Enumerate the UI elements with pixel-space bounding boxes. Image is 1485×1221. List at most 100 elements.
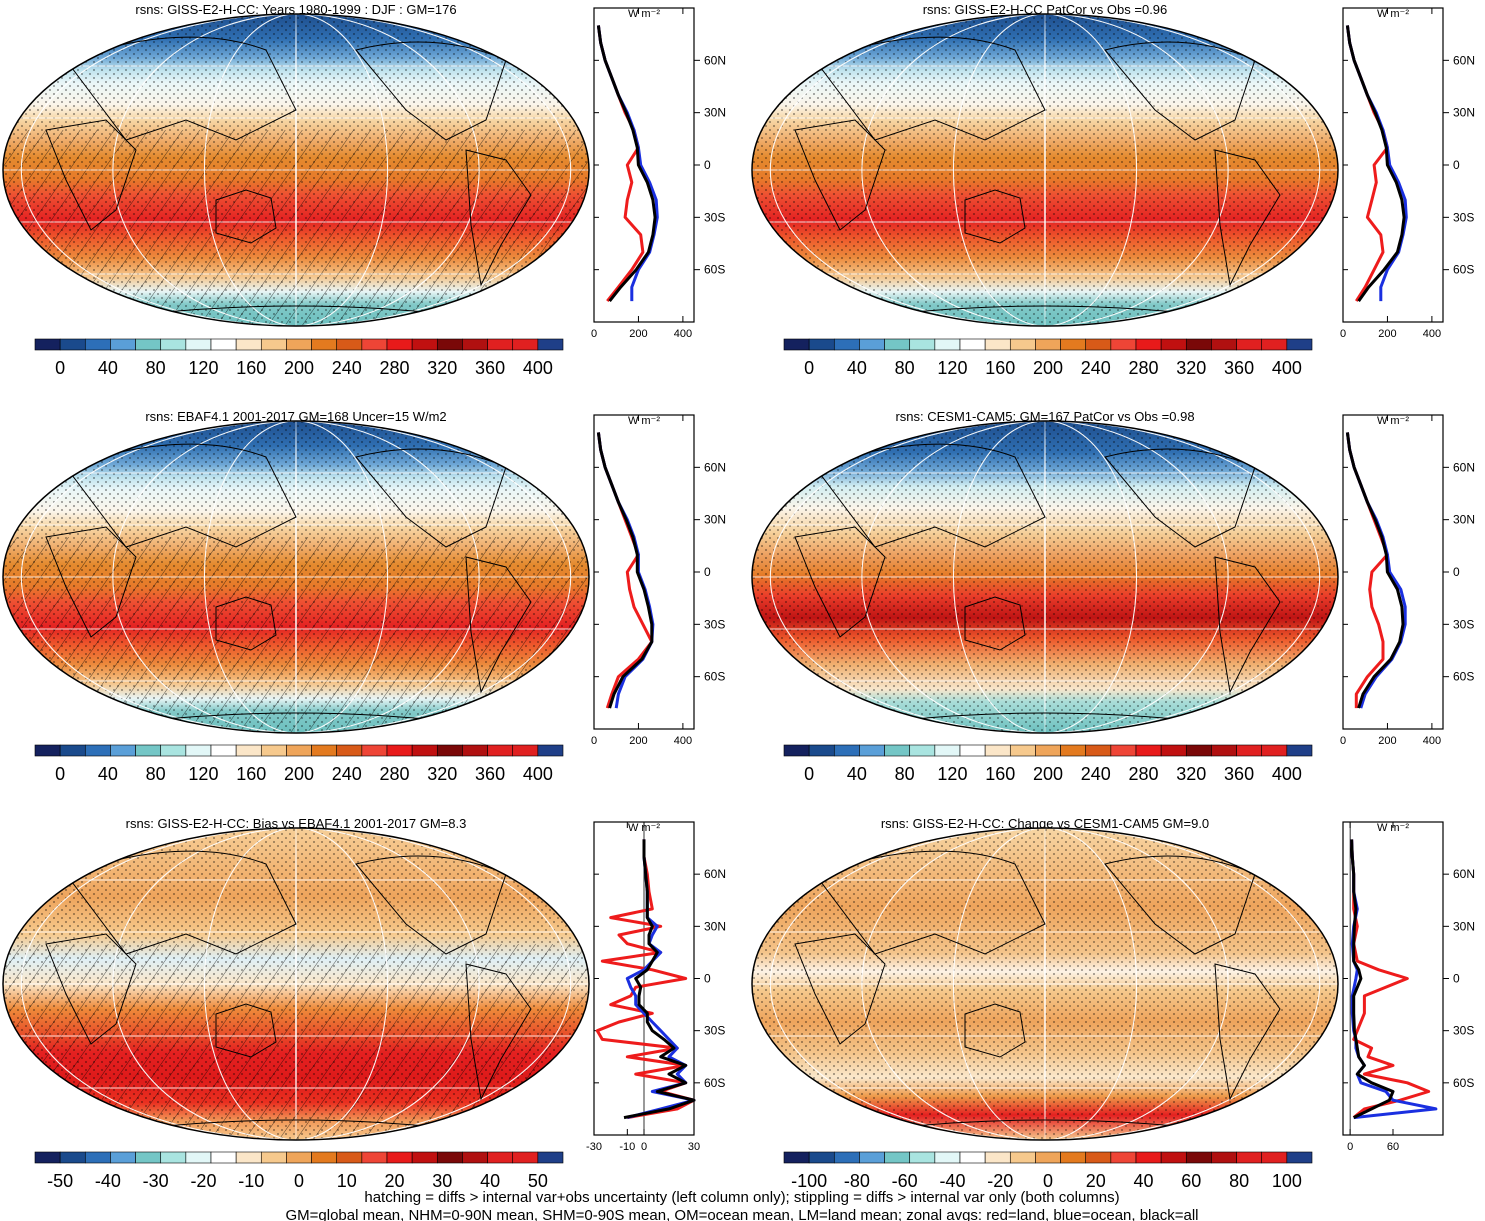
- colorbar-swatch: [411, 744, 438, 757]
- colorbar-tick-label: 240: [1081, 358, 1111, 378]
- zonal-mean-panel: W m⁻² 60N 30N 0 30S 60S 0 200 400: [1340, 7, 1475, 340]
- colorbar-tick-label: -60: [892, 1171, 918, 1191]
- colorbar-swatch: [537, 744, 564, 757]
- colorbar-swatch: [436, 1151, 463, 1164]
- colorbar-swatch: [934, 338, 961, 351]
- zonal-lat-label: 60S: [704, 263, 725, 277]
- zonal-x-label: 60: [1387, 1141, 1399, 1153]
- zonal-lat-label: 30N: [704, 919, 726, 933]
- colorbar-swatch: [1085, 1151, 1112, 1164]
- colorbar-swatch: [110, 1151, 136, 1164]
- colorbar: 0 40 80 120 160 200 240 280 320 360 400: [34, 744, 564, 784]
- colorbar-tick-label: 80: [146, 358, 166, 378]
- colorbar-tick-label: 40: [98, 358, 118, 378]
- colorbar-tick-label: 10: [337, 1171, 357, 1191]
- colorbar-swatch: [110, 338, 136, 351]
- colorbar: 0 40 80 120 160 200 240 280 320 360 400: [783, 338, 1313, 378]
- graticule-meridian: [1044, 421, 1046, 733]
- colorbar-tick-label: 0: [55, 764, 65, 784]
- zonal-curve-land: [595, 839, 696, 1120]
- colorbar-swatch: [1110, 744, 1137, 757]
- colorbar-tick-label: 40: [1134, 1171, 1154, 1191]
- colorbar-swatch: [336, 744, 363, 757]
- colorbar-swatch: [160, 744, 187, 757]
- colorbar-tick-label: 400: [523, 358, 553, 378]
- map-border: [2, 420, 590, 734]
- map-title: rsns: GISS-E2-H-CC: Change vs CESM1-CAM5…: [881, 816, 1209, 831]
- colorbar-tick-label: 200: [1033, 764, 1063, 784]
- colorbar-tick-label: 360: [1224, 358, 1254, 378]
- colorbar-swatch: [185, 744, 212, 757]
- colorbar-swatch: [884, 338, 911, 351]
- colorbar-swatch: [512, 1151, 539, 1164]
- colorbar-swatch: [1286, 1151, 1313, 1164]
- zonal-lat-label: 30S: [1453, 1024, 1474, 1038]
- colorbar-tick-label: 240: [332, 764, 362, 784]
- graticule-meridian: [952, 421, 1138, 733]
- colorbar-tick-label: 0: [55, 358, 65, 378]
- colorbar-tick-label: 160: [236, 358, 266, 378]
- colorbar-swatch: [311, 338, 338, 351]
- colorbar-swatch: [984, 744, 1011, 757]
- zonal-lat-label: 0: [1453, 972, 1460, 986]
- colorbar-swatch: [1035, 338, 1061, 351]
- colorbar-swatch: [487, 1151, 514, 1164]
- colorbar-swatch: [487, 338, 514, 351]
- colorbar-swatch: [59, 338, 86, 351]
- colorbar-swatch: [235, 338, 262, 351]
- zonal-lat-label: 60N: [704, 53, 726, 67]
- colorbar-tick-label: 320: [1176, 358, 1206, 378]
- zonal-x-label: 200: [1378, 735, 1396, 747]
- continent-outline: [215, 1003, 277, 1058]
- colorbar-swatch: [84, 1151, 111, 1164]
- colorbar-swatch: [436, 338, 463, 351]
- colorbar-tick-label: 280: [380, 358, 410, 378]
- continent-outline: [355, 41, 507, 141]
- colorbar-swatch: [160, 338, 187, 351]
- map-field: [3, 14, 589, 326]
- graticule-meridian: [952, 14, 1138, 326]
- colorbar-swatch: [1261, 338, 1288, 351]
- colorbar-swatch: [185, 1151, 212, 1164]
- colorbar-swatch: [884, 1151, 911, 1164]
- continent-outline: [1214, 149, 1281, 287]
- colorbar-swatch: [361, 744, 388, 757]
- colorbar-tick-label: 100: [1272, 1171, 1302, 1191]
- colorbar-swatch: [1009, 338, 1036, 351]
- graticule-meridian: [861, 421, 1229, 733]
- continent-outline: [145, 1119, 447, 1129]
- map-panel-4: rsns: CESM1-CAM5: GM=167 PatCor vs Obs =…: [751, 409, 1475, 784]
- colorbar-tick-label: -40: [95, 1171, 121, 1191]
- zonal-curve-all: [1350, 839, 1395, 1119]
- colorbar-swatch: [1085, 744, 1112, 757]
- zonal-x-label: 200: [629, 328, 647, 340]
- zonal-lat-label: 60S: [704, 1076, 725, 1090]
- map-panel-3: rsns: EBAF4.1 2001-2017 GM=168 Uncer=15 …: [2, 409, 726, 784]
- colorbar-swatch: [1286, 744, 1313, 757]
- colorbar-swatch: [808, 338, 835, 351]
- map-panel-6: rsns: GISS-E2-H-CC: Change vs CESM1-CAM5…: [751, 816, 1475, 1191]
- continent-outline: [1104, 448, 1256, 548]
- graticule-meridian: [1044, 14, 1046, 326]
- colorbar-swatch: [909, 338, 936, 351]
- map-field: [3, 421, 589, 733]
- continent-outline: [1104, 855, 1256, 955]
- zonal-lat-label: 0: [704, 158, 711, 172]
- continent-outline: [215, 596, 277, 651]
- colorbar-swatch: [260, 1151, 287, 1164]
- colorbar-swatch: [1236, 1151, 1263, 1164]
- colorbar-swatch: [1211, 744, 1237, 757]
- colorbar-swatch: [1185, 338, 1212, 351]
- zonal-lat-label: 60S: [704, 670, 725, 684]
- map-title: rsns: GISS-E2-H-CC: Years 1980-1999 : DJ…: [135, 2, 456, 17]
- colorbar-tick-label: -80: [844, 1171, 870, 1191]
- zonal-lat-label: 60N: [1453, 867, 1475, 881]
- graticule-meridian: [20, 421, 572, 733]
- colorbar-tick-label: 400: [1272, 764, 1302, 784]
- zonal-lat-label: 30S: [704, 1024, 725, 1038]
- colorbar-tick-label: 0: [1043, 1171, 1053, 1191]
- colorbar-swatch: [934, 744, 961, 757]
- map-title: rsns: GISS-E2-H-CC PatCor vs Obs =0.96: [923, 2, 1168, 17]
- colorbar-swatch: [462, 338, 488, 351]
- colorbar-tick-label: 320: [1176, 764, 1206, 784]
